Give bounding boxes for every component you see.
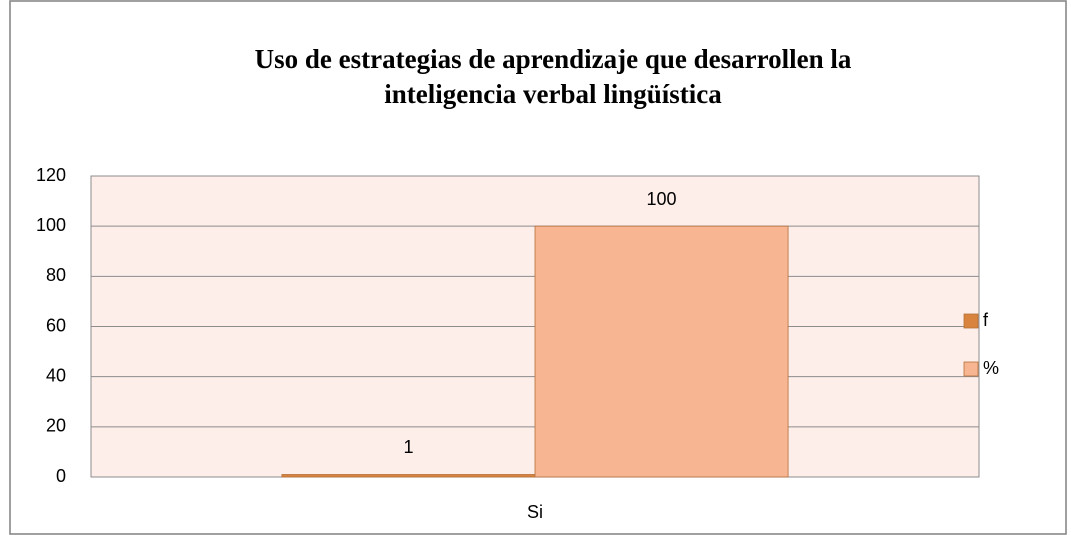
- x-tick-label: Si: [527, 502, 543, 522]
- legend-swatch: [963, 361, 979, 377]
- chart-title: inteligencia verbal lingüística: [384, 79, 722, 109]
- y-tick-label: 40: [46, 365, 66, 385]
- chart-title: Uso de estrategias de aprendizaje que de…: [255, 44, 852, 74]
- y-tick-label: 80: [46, 265, 66, 285]
- legend-swatch: [963, 313, 979, 329]
- y-tick-label: 100: [36, 215, 66, 235]
- y-tick-label: 0: [56, 466, 66, 486]
- bar: [281, 474, 536, 478]
- y-tick-label: 20: [46, 416, 66, 436]
- data-label: 1: [403, 437, 413, 457]
- bar: [534, 225, 789, 478]
- legend-label: %: [983, 358, 999, 378]
- y-tick-label: 120: [36, 165, 66, 185]
- data-label: 100: [647, 189, 677, 209]
- legend-label: f: [983, 310, 989, 330]
- y-tick-label: 60: [46, 315, 66, 335]
